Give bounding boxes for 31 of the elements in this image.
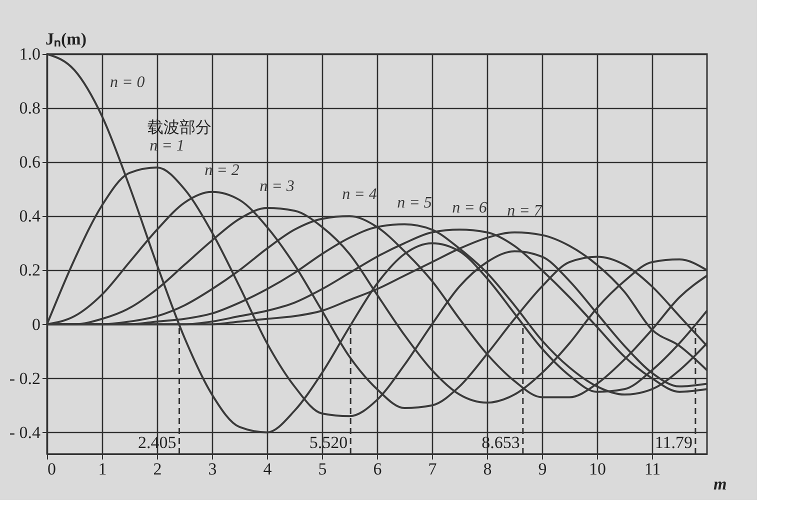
- series-label: n = 3: [260, 178, 294, 196]
- x-tick-label: 0: [48, 460, 56, 478]
- x-tick-label: 3: [208, 460, 217, 478]
- x-tick-label: 6: [373, 460, 382, 478]
- series-label: n = 0: [110, 74, 145, 92]
- x-tick-label: 10: [589, 460, 606, 478]
- series-label: n = 5: [397, 194, 432, 212]
- series-label: n = 6: [452, 200, 487, 217]
- y-tick-label: 0: [32, 314, 40, 334]
- x-tick-label: 9: [538, 460, 547, 478]
- x-tick-label: 1: [98, 460, 107, 478]
- x-axis-title: m: [714, 474, 727, 494]
- y-tick-label: 0.2: [19, 260, 40, 280]
- x-tick-label: 5: [318, 460, 327, 478]
- y-tick-label: - 0.2: [9, 368, 40, 388]
- x-tick-label: 2: [153, 460, 162, 478]
- y-tick-label: 0.8: [19, 98, 40, 118]
- x-tick-label: 4: [263, 460, 272, 478]
- x-tick-label: 7: [428, 460, 438, 478]
- y-tick-label: 1.0: [19, 44, 40, 64]
- series-label: n = 1: [150, 138, 184, 155]
- y-tick-label: - 0.4: [9, 422, 41, 442]
- y-axis-title: Jₙ(m): [46, 30, 86, 48]
- x-tick-label: 8: [483, 460, 492, 478]
- x-tick-label: 11: [644, 460, 661, 478]
- ref-line-label: 11.79: [654, 433, 692, 452]
- series-label: n = 4: [342, 186, 377, 204]
- y-tick-label: 0.6: [19, 152, 40, 172]
- y-tick-label: 0.4: [19, 206, 41, 226]
- series-label: n = 2: [204, 162, 240, 179]
- series-label: n = 7: [507, 202, 543, 220]
